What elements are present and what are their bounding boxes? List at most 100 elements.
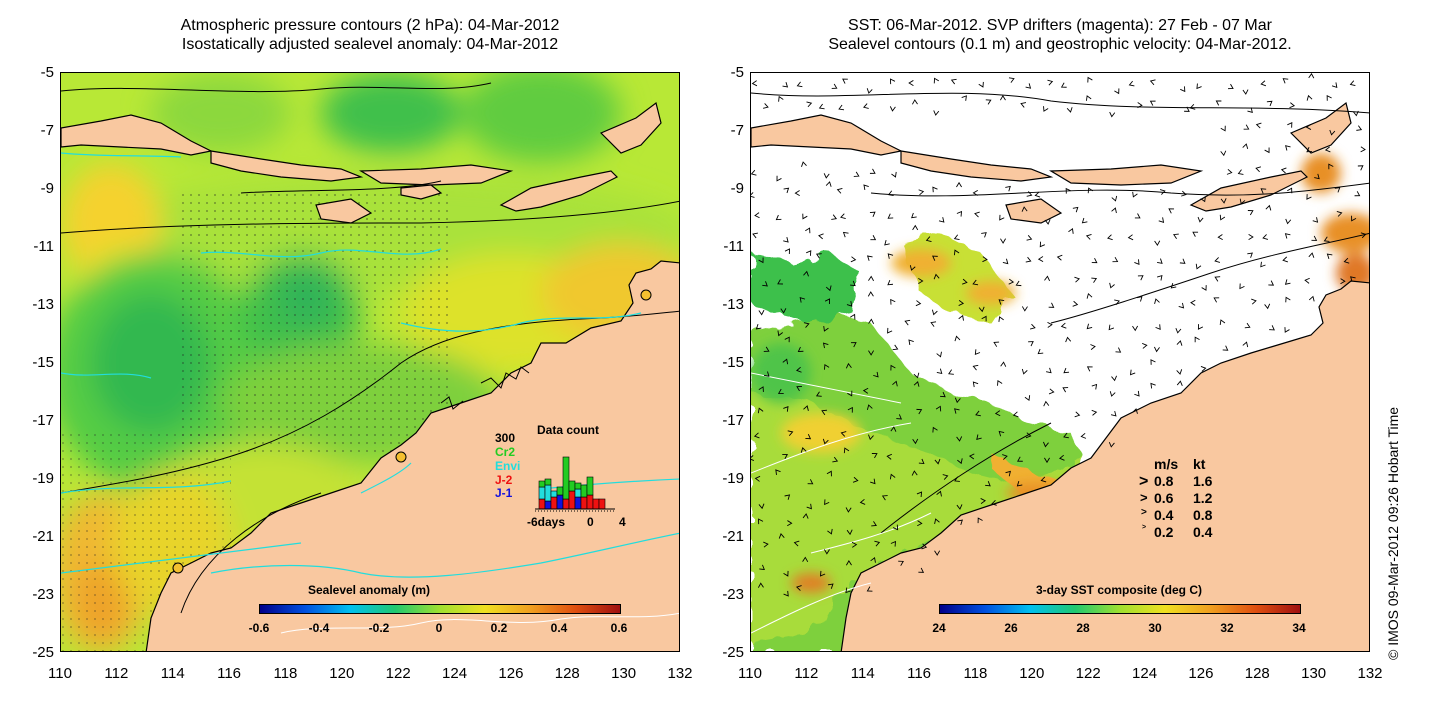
count-bar bbox=[598, 498, 606, 510]
velocity-vector bbox=[957, 519, 963, 526]
velocity-vector bbox=[1287, 187, 1293, 194]
count-bar bbox=[574, 482, 582, 490]
velocity-vector bbox=[1000, 238, 1006, 244]
velocity-vector bbox=[1219, 319, 1226, 326]
velocity-vector bbox=[890, 426, 897, 432]
x-tick-label: 126 bbox=[1188, 665, 1214, 682]
velocity-vector bbox=[961, 95, 967, 101]
velocity-vector bbox=[1280, 167, 1287, 174]
velocity-vector bbox=[1107, 234, 1113, 241]
velocity-vector bbox=[1026, 235, 1033, 241]
velocity-vector bbox=[805, 433, 812, 440]
x-tick-label: 118 bbox=[963, 665, 988, 682]
velocity-vector bbox=[866, 88, 873, 94]
velocity-vector bbox=[935, 405, 942, 412]
colorbar-tick-label: 0.4 bbox=[550, 621, 568, 635]
velocity-vector bbox=[868, 434, 874, 441]
velocity-vector bbox=[932, 186, 938, 193]
velocity-vector bbox=[1150, 382, 1156, 389]
x-tick-label: 112 bbox=[794, 665, 819, 682]
velocity-vector bbox=[933, 77, 940, 84]
velocity-vector bbox=[1255, 166, 1262, 173]
velocity-vector bbox=[866, 586, 873, 592]
velocity-vector bbox=[1111, 207, 1117, 214]
velocity-vector bbox=[972, 279, 979, 286]
velocity-vector bbox=[757, 582, 764, 588]
count-bar bbox=[592, 498, 600, 510]
velocity-vector bbox=[890, 298, 896, 305]
left-title-line2: Isostatically adjusted sealevel anomaly:… bbox=[181, 36, 559, 53]
colorbar-tick-label: 30 bbox=[1148, 621, 1162, 635]
y-tick-label: -19 bbox=[722, 470, 744, 487]
velocity-vector bbox=[1043, 441, 1049, 448]
velocity-vector bbox=[753, 432, 760, 439]
velocity-vector bbox=[1226, 168, 1233, 175]
mission-j2-label: J-2 bbox=[495, 473, 513, 487]
velocity-vector bbox=[1065, 336, 1072, 343]
velocity-vector bbox=[1087, 76, 1093, 83]
velocity-vector bbox=[1132, 191, 1138, 198]
velocity-vector bbox=[846, 301, 853, 307]
count-bar bbox=[562, 456, 570, 500]
velocity-vector bbox=[869, 168, 876, 174]
velocity-vector bbox=[974, 349, 981, 356]
velocity-vector bbox=[758, 257, 764, 264]
velocity-vector bbox=[1179, 258, 1186, 264]
velocity-vector bbox=[953, 234, 960, 240]
velocity-vector bbox=[1282, 78, 1289, 84]
velocity-vector bbox=[972, 189, 978, 196]
velocity-vector bbox=[1040, 476, 1047, 483]
velocity-vector bbox=[953, 249, 960, 256]
velocity-vector bbox=[1190, 299, 1196, 306]
velocity-vector bbox=[1180, 86, 1186, 93]
velocity-vector bbox=[824, 298, 831, 305]
colorbar-tick-label: 24 bbox=[932, 621, 946, 635]
velocity-vector bbox=[1115, 347, 1122, 353]
sst-colorbar bbox=[939, 604, 1301, 614]
y-tick-label: -13 bbox=[722, 296, 744, 313]
velocity-vector bbox=[821, 409, 828, 416]
left-title-line1: Atmospheric pressure contours (2 hPa): 0… bbox=[180, 17, 560, 34]
sst-colorbar-title: 3-day SST composite (deg C) bbox=[1035, 583, 1203, 597]
velocity-vector bbox=[1197, 324, 1204, 330]
velocity-vector bbox=[825, 181, 832, 187]
velocity-vector bbox=[1108, 441, 1115, 448]
velocity-vector bbox=[803, 270, 809, 277]
velocity-vector bbox=[1044, 275, 1051, 282]
velocity-vector bbox=[998, 430, 1005, 437]
velocity-vector bbox=[853, 171, 860, 177]
velocity-vector bbox=[1350, 276, 1356, 282]
right-title-line2: Sealevel contours (0.1 m) and geostrophi… bbox=[828, 36, 1292, 53]
velocity-vector bbox=[831, 83, 838, 89]
velocity-vector bbox=[759, 564, 765, 571]
y-tick-label: -25 bbox=[722, 644, 744, 661]
velocity-vector bbox=[1237, 169, 1244, 175]
velocity-vector bbox=[956, 436, 963, 442]
x-tick-label: 122 bbox=[385, 665, 411, 682]
velocity-vector bbox=[890, 540, 897, 547]
velocity-vector bbox=[1047, 79, 1054, 86]
velocity-vector bbox=[936, 490, 942, 497]
velocity-vector bbox=[1314, 173, 1320, 180]
velocity-vector bbox=[1268, 280, 1275, 286]
imos-credit: © IMOS 09-Mar-2012 09:26 Hobart Time bbox=[1385, 406, 1401, 660]
velocity-vector bbox=[1266, 100, 1273, 107]
velocity-vector bbox=[1044, 219, 1051, 225]
velocity-vector bbox=[918, 189, 925, 196]
velocity-vector bbox=[1264, 147, 1270, 154]
velocity-vector bbox=[847, 406, 853, 413]
velocity-vector bbox=[795, 585, 802, 591]
velocity-vector bbox=[751, 455, 755, 462]
velocity-vector bbox=[873, 371, 879, 378]
velocity-vector bbox=[1176, 340, 1183, 346]
right-map-title: SST: 06-Mar-2012. SVP drifters (magenta)… bbox=[750, 16, 1370, 54]
y-tick-label: -21 bbox=[722, 528, 744, 545]
velocity-vector bbox=[868, 318, 875, 324]
velocity-vector bbox=[871, 453, 878, 459]
velocity-vector bbox=[1323, 236, 1330, 242]
velocity-vector bbox=[1090, 344, 1096, 350]
velocity-vector bbox=[787, 520, 793, 527]
velocity-vector bbox=[1304, 277, 1310, 284]
velocity-vector bbox=[775, 469, 781, 475]
velocity-vector bbox=[892, 380, 898, 387]
